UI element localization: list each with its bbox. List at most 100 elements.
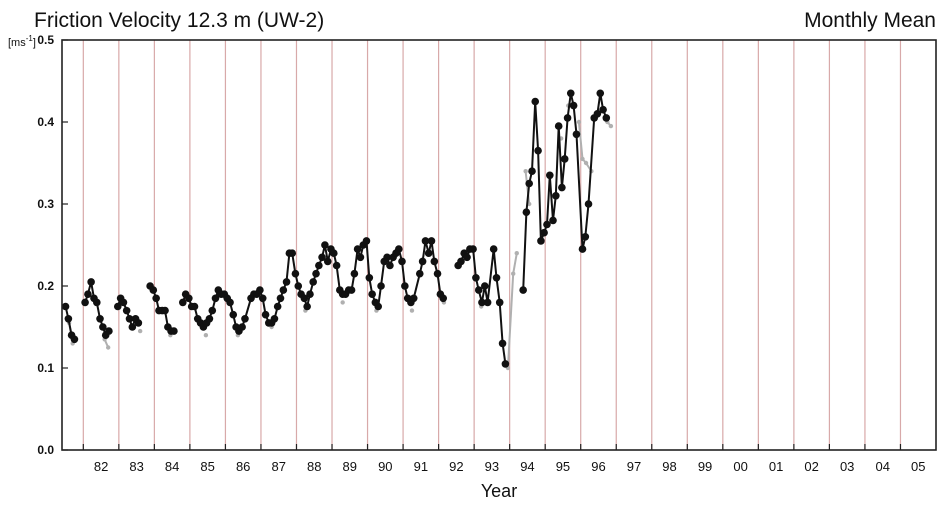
data-point xyxy=(64,315,73,323)
data-point xyxy=(566,89,575,98)
series-layer xyxy=(61,89,614,371)
y-tick-label: 0.5 xyxy=(37,33,54,47)
data-point xyxy=(418,257,427,266)
data-point xyxy=(152,294,160,303)
data-point xyxy=(421,237,430,245)
data-point xyxy=(329,249,338,257)
y-tick-label: 0.2 xyxy=(37,279,54,293)
y-tick-label: 0.4 xyxy=(37,115,54,129)
data-point xyxy=(368,290,376,299)
data-point xyxy=(480,282,489,290)
x-tick-label: 99 xyxy=(698,459,712,474)
data-point xyxy=(472,274,480,282)
chart-subtitle: Monthly Mean xyxy=(804,9,936,32)
data-point xyxy=(128,323,137,331)
black-series xyxy=(61,89,611,368)
data-point xyxy=(211,294,220,303)
data-point xyxy=(190,302,199,311)
data-point xyxy=(383,253,391,262)
x-tick-label: 91 xyxy=(414,459,428,474)
data-point xyxy=(584,200,593,208)
data-point xyxy=(554,122,563,130)
data-point xyxy=(291,269,300,278)
data-point xyxy=(347,286,356,294)
x-tick-label: 93 xyxy=(485,459,499,474)
grey-data-point xyxy=(105,345,111,350)
x-tick-label: 84 xyxy=(165,459,179,474)
grey-series-line xyxy=(68,121,612,369)
x-tick-label: 98 xyxy=(662,459,676,474)
grey-data-point xyxy=(523,169,528,174)
data-point xyxy=(70,335,79,344)
data-point xyxy=(229,310,238,319)
data-point xyxy=(528,167,536,175)
grey-data-point xyxy=(409,308,415,313)
data-point xyxy=(534,146,542,155)
black-series-line xyxy=(64,92,608,365)
data-point xyxy=(161,306,169,315)
data-point xyxy=(409,294,418,303)
grey-data-point xyxy=(583,160,589,166)
x-tick-label: 89 xyxy=(343,459,357,474)
data-point xyxy=(226,298,234,307)
data-point xyxy=(294,282,303,290)
data-point xyxy=(415,269,424,278)
data-point xyxy=(469,245,477,253)
x-tick-label: 82 xyxy=(94,459,108,474)
x-tick-label: 03 xyxy=(840,459,854,474)
data-point xyxy=(273,302,282,311)
data-point xyxy=(563,114,572,122)
data-point xyxy=(315,261,323,270)
y-unit-label: [ms-1] xyxy=(8,34,36,49)
data-point xyxy=(558,183,566,192)
data-point xyxy=(501,360,510,368)
y-tick-label: 0.1 xyxy=(37,361,54,375)
grey-data-point xyxy=(203,333,209,338)
data-point xyxy=(463,253,471,262)
data-point xyxy=(495,298,504,307)
data-point xyxy=(84,290,92,299)
data-point xyxy=(552,192,560,200)
x-tick-label: 04 xyxy=(875,459,889,474)
data-point xyxy=(309,278,317,286)
data-point xyxy=(398,257,406,266)
y-unit-sup: -1 xyxy=(26,34,34,43)
x-tick-label: 86 xyxy=(236,459,250,474)
data-point xyxy=(178,298,187,307)
data-point xyxy=(238,323,246,331)
y-tick-label: 0.0 xyxy=(37,443,54,457)
data-point xyxy=(439,294,448,303)
x-tick-label: 95 xyxy=(556,459,570,474)
x-tick-label: 94 xyxy=(520,459,534,474)
data-point xyxy=(377,282,385,290)
data-point xyxy=(374,302,383,311)
grey-data-point xyxy=(511,271,516,276)
x-axis-label: Year xyxy=(481,481,517,501)
grey-data-point xyxy=(340,300,345,305)
x-tick-label: 92 xyxy=(449,459,463,474)
grey-data-point xyxy=(580,156,585,162)
data-point xyxy=(318,253,326,262)
data-point xyxy=(208,306,217,315)
data-point xyxy=(96,315,104,323)
data-point xyxy=(323,257,332,266)
data-point xyxy=(489,245,498,253)
data-point xyxy=(498,339,507,348)
data-point xyxy=(261,310,270,319)
data-point xyxy=(113,302,122,311)
data-point xyxy=(569,101,578,110)
x-tick-label: 85 xyxy=(200,459,214,474)
data-point xyxy=(93,298,101,307)
data-point xyxy=(362,237,371,245)
data-point xyxy=(205,315,214,323)
data-point xyxy=(492,274,501,282)
x-axis-ticks: 82 83 84 85 86 87 88 89 90 91 92 93 94 95 96 97 98 99 00 01… xyxy=(82,444,925,474)
data-point xyxy=(306,290,314,299)
data-point xyxy=(519,286,527,294)
data-point xyxy=(596,89,605,98)
data-point xyxy=(543,220,551,229)
data-point xyxy=(279,286,288,294)
data-point xyxy=(602,114,611,122)
data-point xyxy=(474,286,483,294)
